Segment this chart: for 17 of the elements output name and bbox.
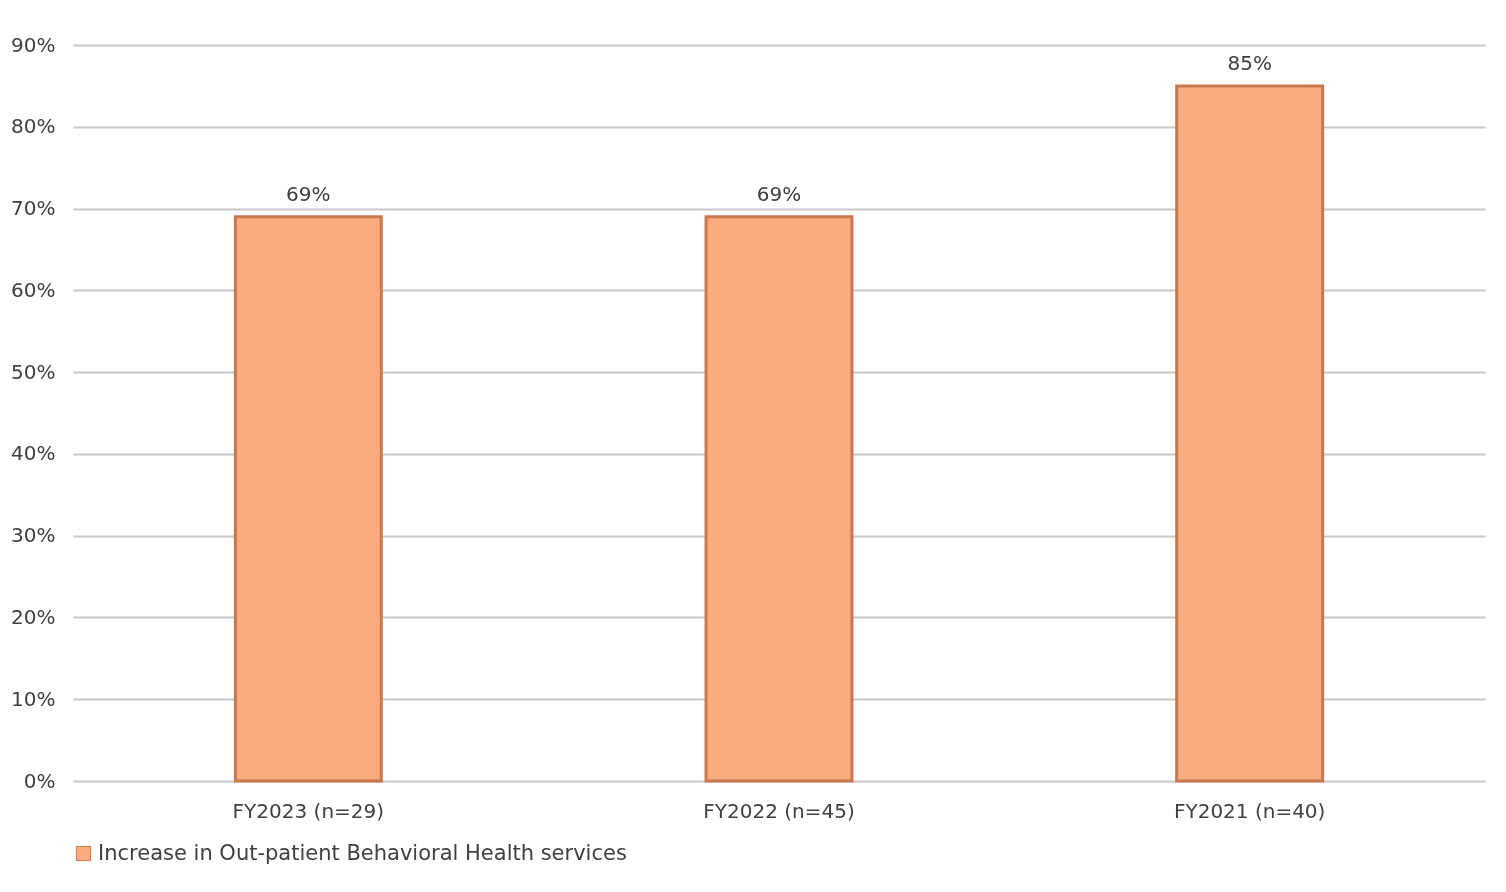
text: 85% bbox=[1227, 50, 1272, 75]
x-tick-label: FY2022 (n=45) bbox=[703, 798, 855, 823]
text: 69% bbox=[286, 181, 331, 206]
y-tick-label: 20% bbox=[11, 604, 56, 629]
y-tick-label: 80% bbox=[11, 114, 56, 139]
y-tick-label: 90% bbox=[11, 32, 56, 57]
y-tick-label: 0% bbox=[23, 768, 56, 793]
x-tick-label: FY2021 (n=40) bbox=[1173, 798, 1326, 823]
legend-label: Increase in Out-patient Behavioral Health services bbox=[98, 840, 627, 865]
y-tick-label: 70% bbox=[11, 196, 56, 221]
y-tick-label: 30% bbox=[11, 523, 56, 548]
x-tick-label: FY2023 (n=29) bbox=[232, 798, 385, 823]
y-tick-label: 50% bbox=[11, 359, 56, 384]
text: 69% bbox=[756, 181, 802, 206]
y-tick-label: 10% bbox=[11, 686, 56, 711]
y-tick-label: 60% bbox=[11, 277, 56, 302]
y-tick-label: 40% bbox=[11, 441, 56, 466]
